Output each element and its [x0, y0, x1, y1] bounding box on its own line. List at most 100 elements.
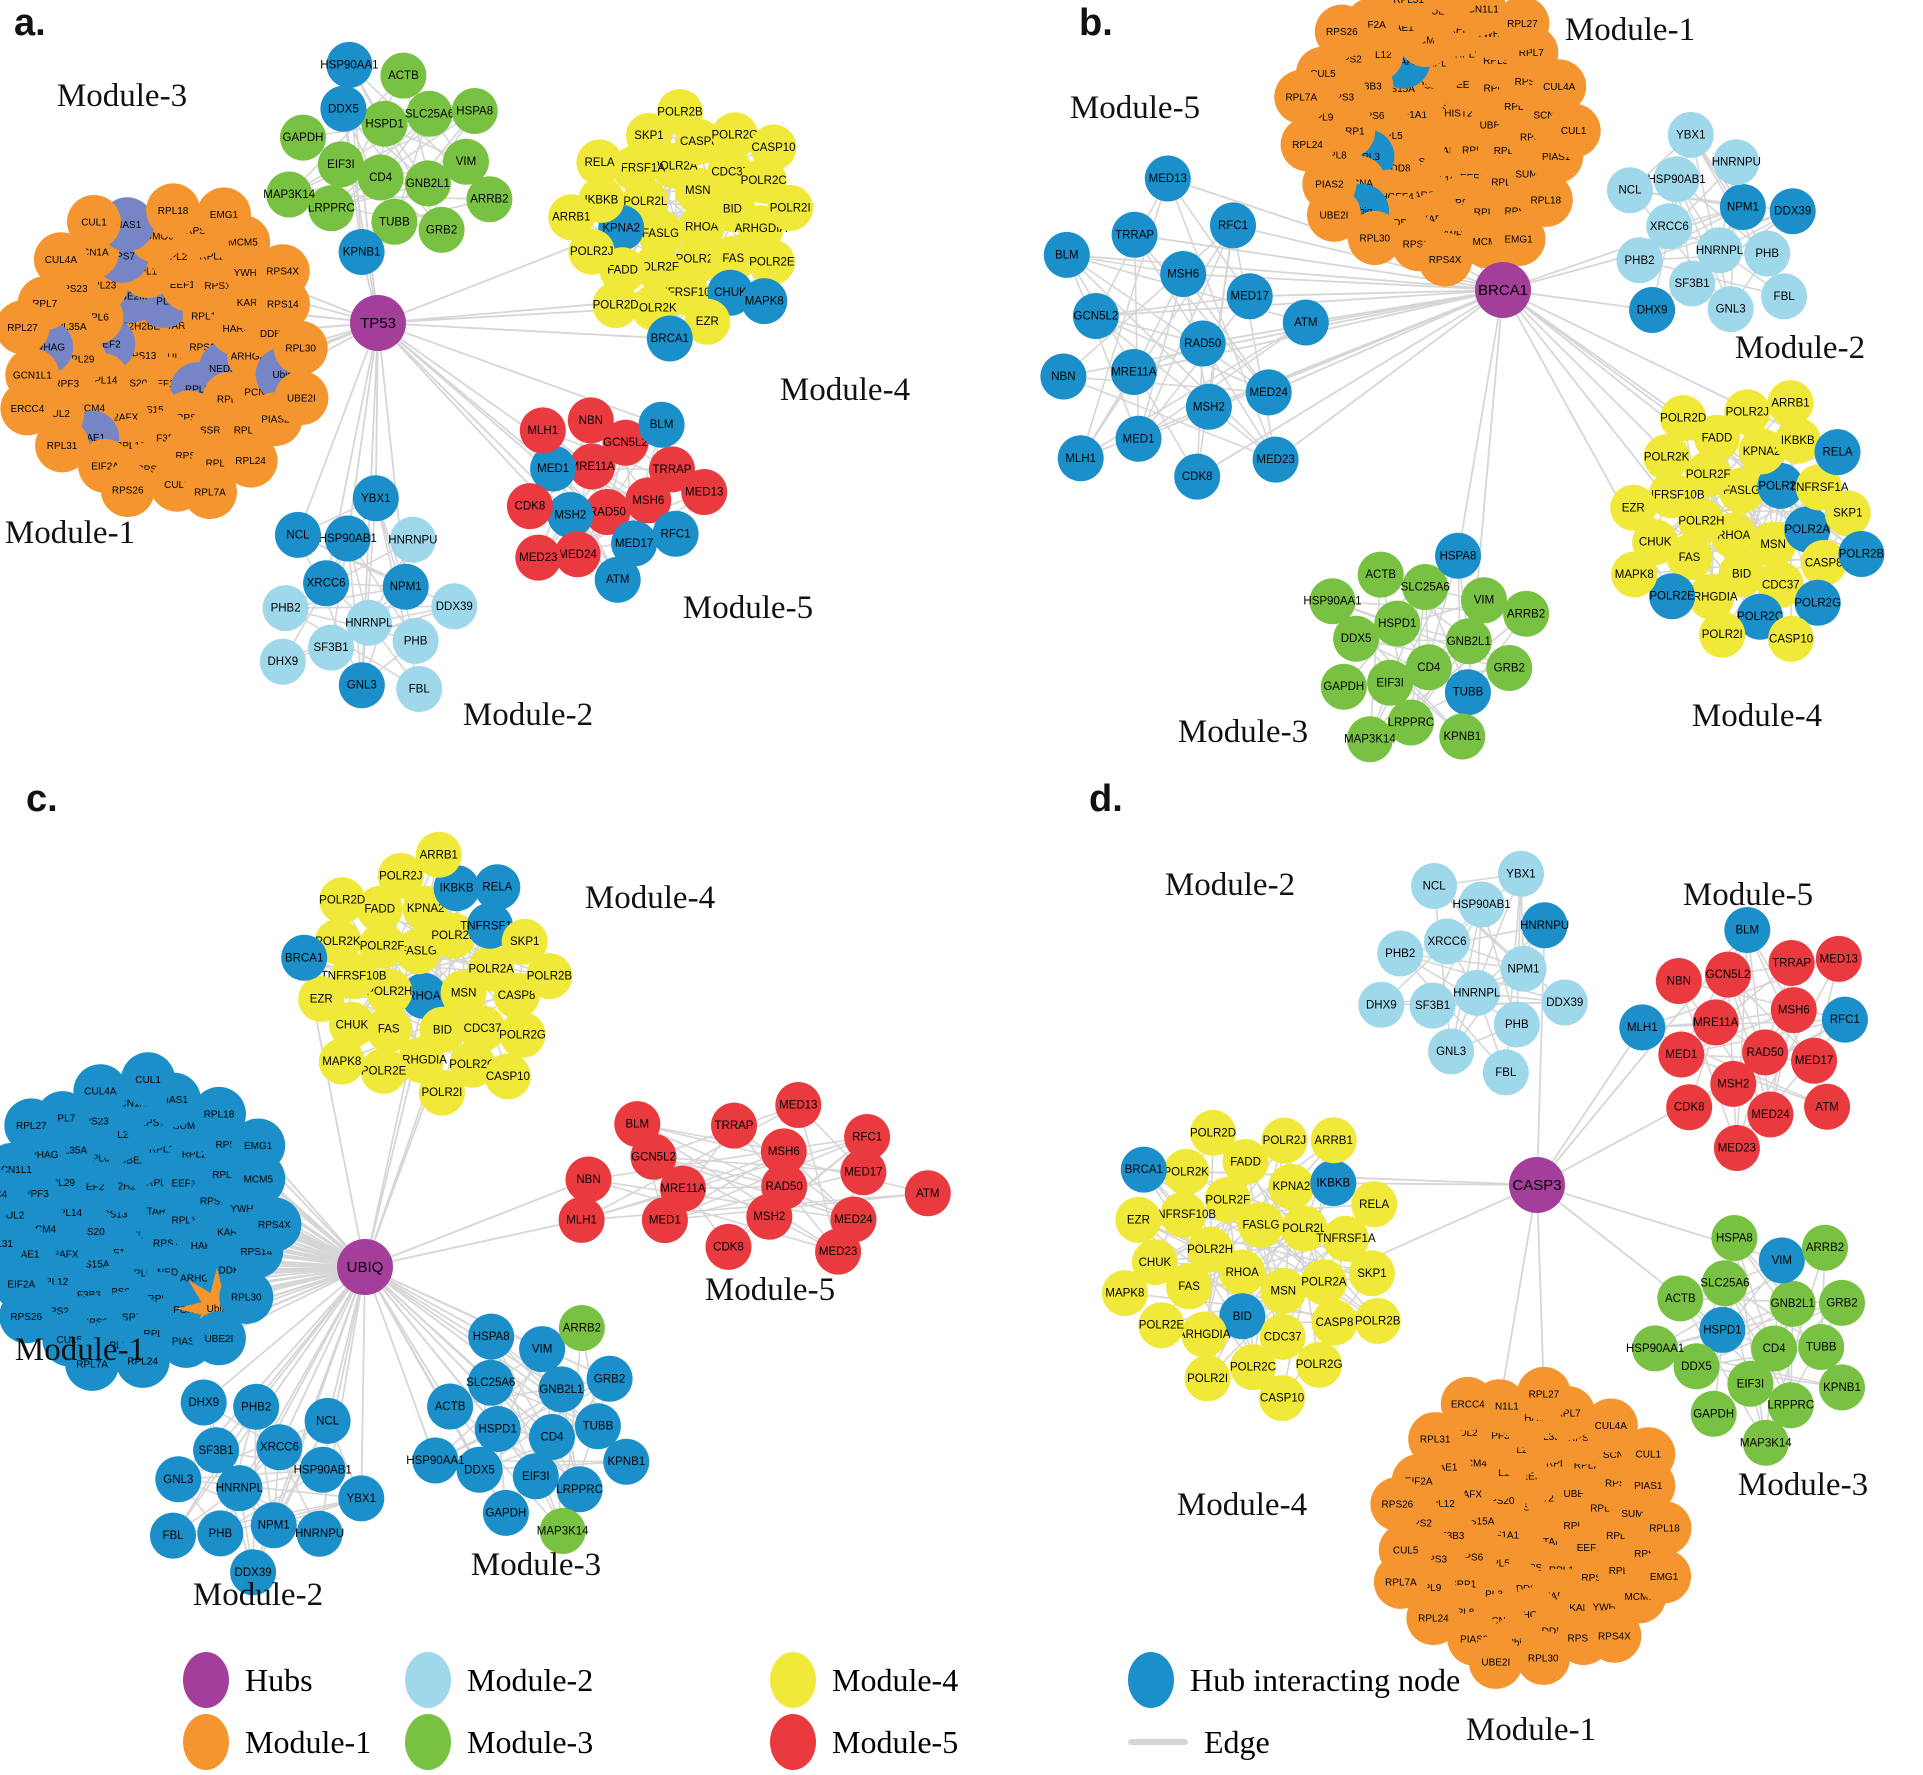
node-POLR2G[interactable]: [711, 112, 758, 159]
node-DDX39[interactable]: [1541, 979, 1588, 1026]
node-HSP90AB1[interactable]: [1653, 156, 1700, 203]
node-POLR2H[interactable]: [1678, 498, 1725, 545]
node-HSPD1[interactable]: [1374, 600, 1421, 647]
node-RFC1[interactable]: [652, 510, 699, 557]
node-PHB[interactable]: [197, 1510, 244, 1557]
node-RPL7A[interactable]: [1373, 1554, 1428, 1609]
node-ARRB2[interactable]: [1802, 1224, 1848, 1271]
node-RPL27[interactable]: [4, 1098, 59, 1153]
node-CDK8[interactable]: [705, 1223, 752, 1270]
node-SKP1[interactable]: [1348, 1250, 1395, 1297]
node-ARHGDIA[interactable]: [1688, 573, 1735, 620]
node-FAS[interactable]: [710, 235, 757, 282]
node-TRRAP[interactable]: [1768, 940, 1815, 986]
node-HNRNPU[interactable]: [389, 516, 436, 563]
node-FADD[interactable]: [1694, 414, 1740, 461]
node-EMG1[interactable]: [196, 187, 251, 242]
node-YBX1[interactable]: [338, 1475, 385, 1522]
hub-node-UBIQ[interactable]: [337, 1239, 393, 1295]
node-NBN[interactable]: [1655, 958, 1702, 1004]
node-FADD[interactable]: [1222, 1139, 1269, 1185]
node-POLR2I[interactable]: [1184, 1355, 1231, 1402]
node-POLR2H[interactable]: [1187, 1226, 1234, 1273]
node-EZR[interactable]: [1115, 1196, 1162, 1243]
node-GNB2L1[interactable]: [404, 160, 451, 207]
node-FBL[interactable]: [1482, 1049, 1529, 1096]
node-KPNB1[interactable]: [338, 229, 385, 275]
node-IKBKB[interactable]: [1774, 417, 1821, 464]
node-RPL31[interactable]: [35, 418, 90, 473]
node-KPNB1[interactable]: [603, 1438, 650, 1485]
node-RFC1[interactable]: [1821, 996, 1868, 1043]
node-RPS26[interactable]: [0, 1289, 54, 1344]
node-DDX39[interactable]: [230, 1549, 277, 1596]
node-CDC37[interactable]: [459, 1005, 506, 1052]
node-KPNA2[interactable]: [1738, 428, 1785, 475]
node-HSP90AA1[interactable]: [1309, 578, 1356, 625]
node-RELA[interactable]: [1814, 429, 1861, 476]
node-CHUK[interactable]: [1131, 1239, 1178, 1286]
node-CUL4A[interactable]: [33, 232, 88, 287]
node-ATM[interactable]: [1282, 299, 1329, 346]
node-VIM[interactable]: [1461, 577, 1507, 624]
node-EZR[interactable]: [298, 976, 345, 1022]
node-LRPPRC[interactable]: [308, 185, 355, 232]
node-HSPA8[interactable]: [1711, 1215, 1758, 1261]
node-GRB2[interactable]: [586, 1355, 633, 1402]
node-BLM[interactable]: [1724, 907, 1771, 953]
node-MED1[interactable]: [1115, 415, 1162, 462]
node-ATM[interactable]: [1804, 1083, 1851, 1130]
node-MED13[interactable]: [1815, 935, 1862, 982]
node-VIM[interactable]: [1758, 1237, 1805, 1284]
node-HSPD1[interactable]: [474, 1406, 521, 1452]
node-RELA[interactable]: [474, 864, 521, 911]
node-NBN[interactable]: [1040, 353, 1087, 400]
node-LRPPRC[interactable]: [1767, 1382, 1814, 1429]
node-GNL3[interactable]: [338, 662, 385, 709]
node-ARRB1[interactable]: [415, 831, 462, 878]
node-POLR2K[interactable]: [1643, 434, 1690, 481]
node-CD4[interactable]: [357, 154, 404, 201]
node-RPS26[interactable]: [1370, 1477, 1425, 1531]
node-HSPA8[interactable]: [451, 88, 498, 134]
node-MED17[interactable]: [1226, 273, 1273, 320]
node-EIF3I[interactable]: [317, 141, 364, 188]
node-ERCC4[interactable]: [0, 1167, 18, 1221]
node-MSH6[interactable]: [1770, 987, 1817, 1034]
node-HNRNPL[interactable]: [1453, 969, 1500, 1016]
node-TUBB[interactable]: [1444, 669, 1491, 716]
node-POLR2B[interactable]: [1354, 1297, 1401, 1344]
node-PHB2[interactable]: [1616, 237, 1663, 284]
node-PHB[interactable]: [1493, 1001, 1540, 1048]
node-TNFRSF10B[interactable]: [1160, 1191, 1207, 1238]
node-MRE11A[interactable]: [1692, 999, 1739, 1046]
node-CD4[interactable]: [1405, 644, 1452, 691]
node-CUL1[interactable]: [121, 1052, 176, 1107]
node-YBX1[interactable]: [352, 475, 399, 522]
node-SLC25A6[interactable]: [1701, 1260, 1748, 1307]
node-DHX9[interactable]: [1358, 981, 1405, 1028]
node-RAD50[interactable]: [1742, 1029, 1789, 1076]
node-HNRNPL[interactable]: [1696, 227, 1743, 274]
node-DDX5[interactable]: [1333, 615, 1380, 662]
node-CASP8[interactable]: [1311, 1299, 1358, 1346]
node-MAP3K14[interactable]: [1346, 716, 1393, 763]
node-CHUK[interactable]: [328, 1001, 375, 1048]
node-MED24[interactable]: [1747, 1091, 1794, 1138]
node-KPNA2[interactable]: [1268, 1163, 1315, 1210]
node-TUBB[interactable]: [574, 1403, 621, 1450]
node-MED23[interactable]: [1713, 1125, 1760, 1171]
node-GRB2[interactable]: [1819, 1279, 1865, 1326]
node-POLR2B[interactable]: [1838, 531, 1885, 577]
node-CDK8[interactable]: [1174, 453, 1221, 500]
node-MED1[interactable]: [530, 445, 577, 492]
node-MED13[interactable]: [681, 469, 728, 515]
node-FAS[interactable]: [1166, 1263, 1213, 1310]
node-MLH1[interactable]: [1619, 1004, 1666, 1051]
node-NPM1[interactable]: [1719, 184, 1766, 230]
node-POLR2B[interactable]: [526, 953, 573, 1000]
node-DDX39[interactable]: [1769, 188, 1816, 235]
node-RPL24[interactable]: [1280, 117, 1335, 172]
node-YBX1[interactable]: [1667, 111, 1714, 158]
node-RPL24[interactable]: [115, 1333, 170, 1388]
